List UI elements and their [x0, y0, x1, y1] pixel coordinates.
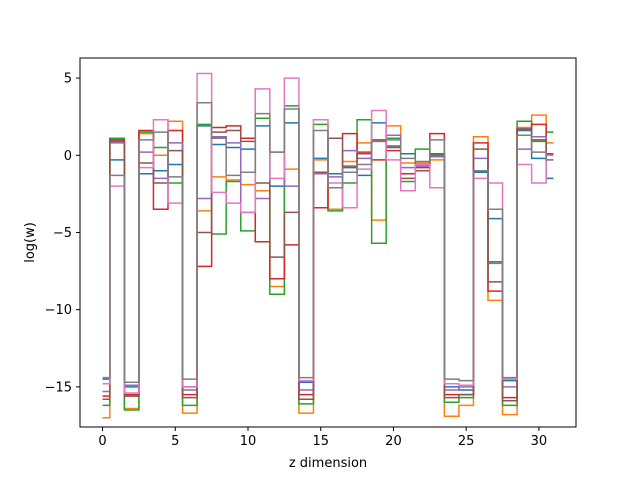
plot-frame [79, 57, 577, 428]
y-tick-label: 0 [64, 149, 72, 164]
y-tick-label: 5 [64, 72, 72, 87]
x-tick-label: 5 [171, 434, 179, 449]
x-axis-ticks: 0 5 10 15 20 25 30 [98, 427, 547, 449]
series-4-line [102, 123, 554, 399]
series-layer [102, 72, 554, 419]
x-tick-label: 30 [531, 434, 548, 449]
x-tick-label: 15 [312, 434, 329, 449]
x-tick-label: 25 [458, 434, 475, 449]
series-8-line [102, 102, 554, 383]
y-tick-label: −5 [53, 226, 72, 241]
y-tick-label: −15 [45, 380, 72, 395]
y-tick-label: −10 [45, 303, 72, 318]
y-axis-ticks: −15 −10 −5 0 5 [45, 72, 80, 395]
y-axis-label: log(w) [23, 222, 38, 263]
x-tick-label: 10 [240, 434, 257, 449]
x-axis-label: z dimension [289, 456, 367, 471]
x-tick-label: 0 [98, 434, 106, 449]
x-tick-label: 20 [385, 434, 402, 449]
